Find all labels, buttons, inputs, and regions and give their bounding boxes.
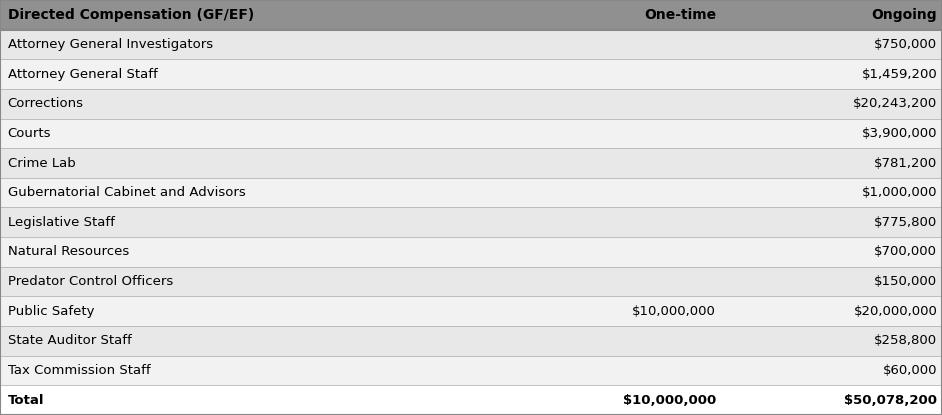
Text: $50,078,200: $50,078,200 (844, 394, 937, 407)
Bar (0, 0, 942, 29)
Text: $775,800: $775,800 (874, 216, 937, 229)
Bar (0, 267, 942, 296)
Text: $3,900,000: $3,900,000 (862, 127, 937, 140)
Text: Corrections: Corrections (8, 97, 84, 110)
Text: Courts: Courts (8, 127, 51, 140)
Text: Natural Resources: Natural Resources (8, 245, 129, 259)
Text: Total: Total (8, 394, 44, 407)
Text: Directed Compensation (GF/EF): Directed Compensation (GF/EF) (8, 8, 253, 22)
Text: $700,000: $700,000 (874, 245, 937, 259)
Text: $1,000,000: $1,000,000 (862, 186, 937, 199)
Text: Gubernatorial Cabinet and Advisors: Gubernatorial Cabinet and Advisors (8, 186, 245, 199)
Text: $1,459,200: $1,459,200 (862, 68, 937, 81)
Text: Tax Commission Staff: Tax Commission Staff (8, 364, 150, 377)
Bar (0, 148, 942, 178)
Text: Ongoing: Ongoing (871, 8, 937, 22)
Bar (0, 237, 942, 267)
Bar (0, 356, 942, 386)
Bar (0, 29, 942, 59)
Text: $750,000: $750,000 (874, 38, 937, 51)
Text: $10,000,000: $10,000,000 (623, 394, 716, 407)
Bar (0, 119, 942, 148)
Text: $20,243,200: $20,243,200 (853, 97, 937, 110)
Text: $258,800: $258,800 (874, 334, 937, 347)
Text: Predator Control Officers: Predator Control Officers (8, 275, 172, 288)
Text: $150,000: $150,000 (874, 275, 937, 288)
Bar (0, 89, 942, 119)
Text: Public Safety: Public Safety (8, 305, 94, 318)
Text: Legislative Staff: Legislative Staff (8, 216, 114, 229)
Text: $10,000,000: $10,000,000 (632, 305, 716, 318)
Text: Attorney General Staff: Attorney General Staff (8, 68, 157, 81)
Text: Attorney General Investigators: Attorney General Investigators (8, 38, 213, 51)
Bar (0, 178, 942, 208)
Text: Crime Lab: Crime Lab (8, 156, 75, 170)
Text: One-time: One-time (643, 8, 716, 22)
Bar (0, 326, 942, 356)
Bar (0, 208, 942, 237)
Bar (0, 59, 942, 89)
Bar (0, 386, 942, 415)
Bar (0, 296, 942, 326)
Text: $60,000: $60,000 (883, 364, 937, 377)
Text: $20,000,000: $20,000,000 (853, 305, 937, 318)
Text: State Auditor Staff: State Auditor Staff (8, 334, 131, 347)
Text: $781,200: $781,200 (874, 156, 937, 170)
